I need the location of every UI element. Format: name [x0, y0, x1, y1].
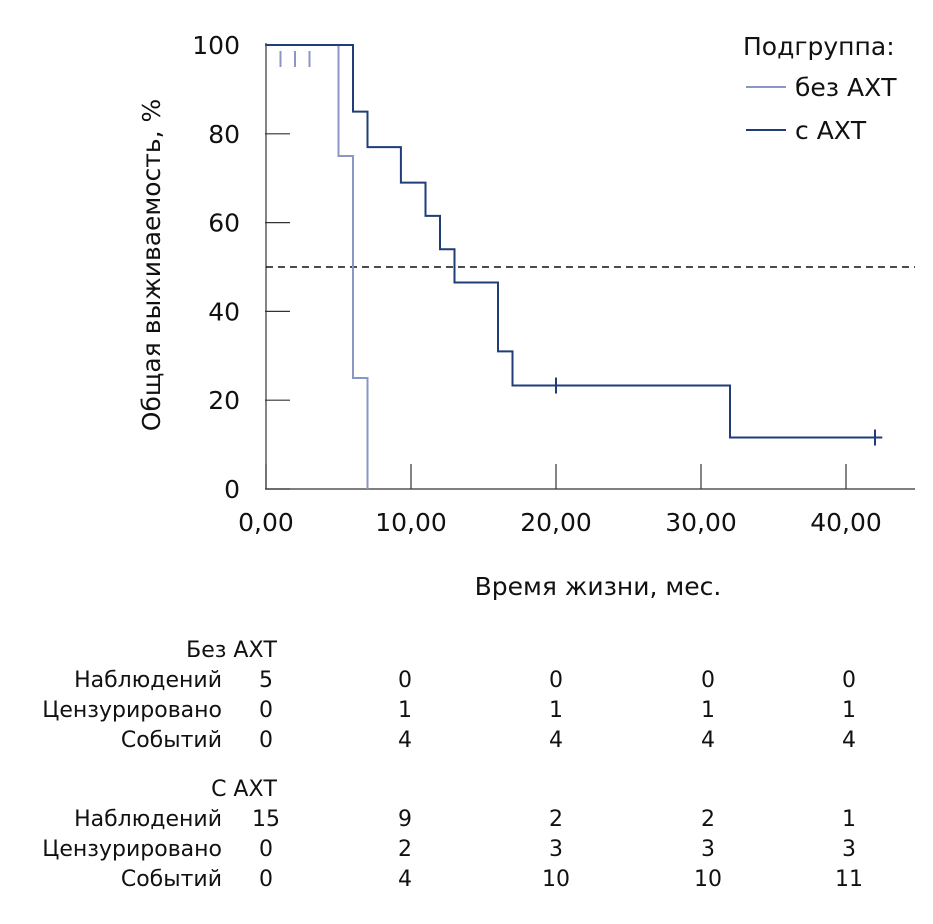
risk-group-title: С АХТ [211, 777, 277, 802]
risk-cell: 1 [398, 698, 412, 723]
risk-cell: 0 [259, 837, 273, 862]
risk-cell: 11 [835, 867, 863, 892]
risk-cell: 2 [398, 837, 412, 862]
risk-row-label: Цензурировано [42, 837, 222, 862]
risk-row-label: Наблюдений [74, 668, 222, 693]
risk-cell: 1 [842, 698, 856, 723]
legend: Подгруппа: без АХТ с АХТ [743, 32, 897, 145]
risk-cell: 0 [398, 668, 412, 693]
risk-row-label: Цензурировано [42, 698, 222, 723]
legend-label-bez-aht: без АХТ [795, 73, 897, 102]
risk-cell: 2 [701, 807, 715, 832]
risk-cell: 4 [398, 867, 412, 892]
risk-cell: 2 [549, 807, 563, 832]
risk-row-label: Событий [120, 728, 222, 753]
survival-curve-s-aht [266, 44, 883, 439]
risk-row-label: Событий [120, 867, 222, 892]
x-tick-label: 30,00 [665, 508, 737, 537]
risk-cell: 3 [701, 837, 715, 862]
y-tick-label: 60 [208, 209, 240, 238]
risk-cell: 1 [549, 698, 563, 723]
risk-cell: 4 [398, 728, 412, 753]
risk-cell: 9 [398, 807, 412, 832]
x-tick-label: 10,00 [375, 508, 447, 537]
risk-cell: 0 [259, 867, 273, 892]
x-tick-label: 0,00 [238, 508, 294, 537]
y-tick-label: 40 [208, 297, 240, 326]
y-tick-label: 20 [208, 386, 240, 415]
y-axis-title: Общая выживаемость, % [137, 99, 166, 431]
risk-cell: 15 [252, 807, 280, 832]
risk-cell: 10 [542, 867, 570, 892]
risk-row-label: Наблюдений [74, 807, 222, 832]
risk-cell: 1 [842, 807, 856, 832]
risk-group-title: Без АХТ [186, 638, 277, 663]
y-tick-label: 80 [208, 120, 240, 149]
risk-cell: 1 [701, 698, 715, 723]
legend-label-s-aht: с АХТ [795, 116, 867, 145]
risk-table: Без АХТ Наблюдений 5 0 0 0 0 Цензурировано 0 1 1 1 1… [0, 630, 933, 924]
survival-chart: 0 20 40 60 80 100 0,00 10,00 20,00 30,00 40,00 Общ… [137, 31, 915, 600]
legend-title: Подгруппа: [743, 32, 895, 61]
risk-cell: 0 [259, 698, 273, 723]
risk-cell: 0 [842, 668, 856, 693]
risk-cell: 4 [842, 728, 856, 753]
risk-cell: 3 [842, 837, 856, 862]
x-axis-title: Время жизни, мес. [475, 572, 722, 600]
x-tick-label: 40,00 [810, 508, 882, 537]
risk-cell: 4 [701, 728, 715, 753]
risk-cell: 10 [694, 867, 722, 892]
y-tick-label: 100 [192, 31, 240, 60]
risk-cell: 0 [259, 728, 273, 753]
risk-cell: 0 [701, 668, 715, 693]
x-tick-label: 20,00 [520, 508, 592, 537]
y-tick-label: 0 [224, 475, 240, 504]
risk-cell: 4 [549, 728, 563, 753]
risk-cell: 0 [549, 668, 563, 693]
risk-cell: 5 [259, 668, 273, 693]
risk-cell: 3 [549, 837, 563, 862]
